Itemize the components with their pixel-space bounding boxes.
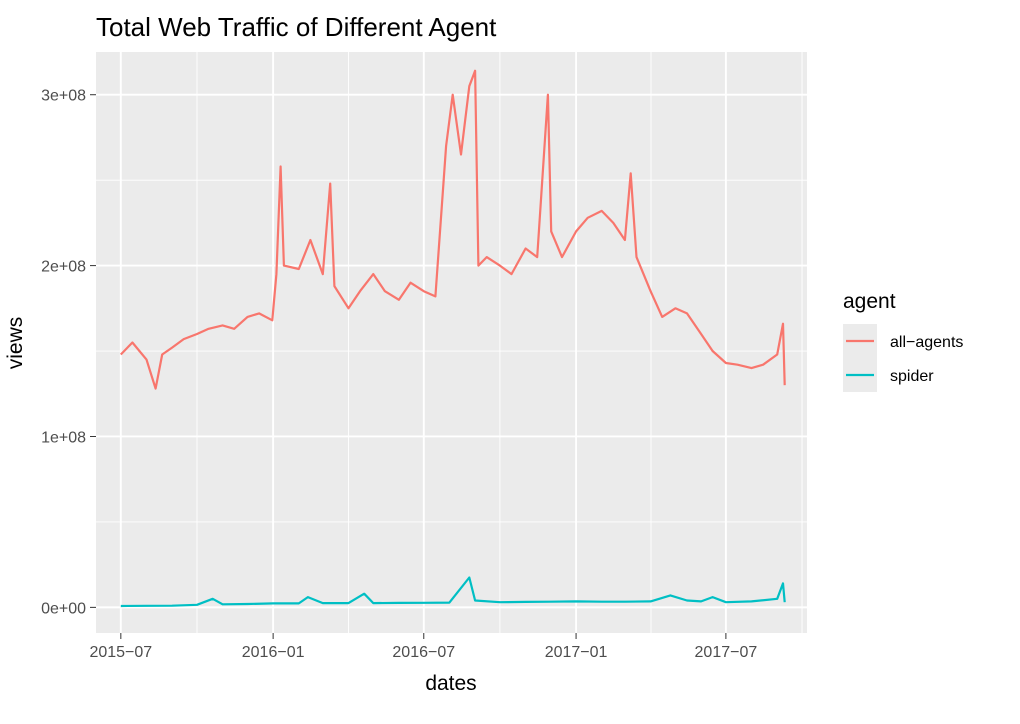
legend-title: agent <box>843 290 896 313</box>
x-axis: 2015−07 2016−01 2016−07 2017−01 2017−07 <box>89 633 757 661</box>
x-tick-label: 2016−01 <box>242 644 305 661</box>
x-tick-label: 2016−07 <box>392 644 455 661</box>
y-tick-label: 0e+00 <box>41 600 86 617</box>
x-tick-label: 2017−07 <box>695 644 758 661</box>
series-line-all-agents <box>120 69 786 390</box>
y-tick-label: 1e+08 <box>41 429 86 446</box>
y-tick-label: 2e+08 <box>41 259 86 276</box>
x-tick-label: 2015−07 <box>89 644 152 661</box>
legend: agent all−agents spider <box>843 290 963 392</box>
legend-label-all-agents: all−agents <box>890 334 963 351</box>
y-tick-label: 3e+08 <box>41 88 86 105</box>
y-axis-title: views <box>4 317 27 370</box>
x-axis-title: dates <box>425 672 476 695</box>
chart-title: Total Web Traffic of Different Agent <box>96 12 497 42</box>
major-gridlines <box>96 52 807 633</box>
legend-items: all−agents spider <box>843 324 963 392</box>
series-line-spider <box>120 576 786 608</box>
series-layer <box>120 69 786 608</box>
plot-panel <box>96 52 807 633</box>
minor-gridlines <box>96 52 807 633</box>
legend-label-spider: spider <box>890 368 934 385</box>
x-tick-label: 2017−01 <box>545 644 608 661</box>
y-axis: 0e+00 1e+08 2e+08 3e+08 <box>41 88 96 617</box>
